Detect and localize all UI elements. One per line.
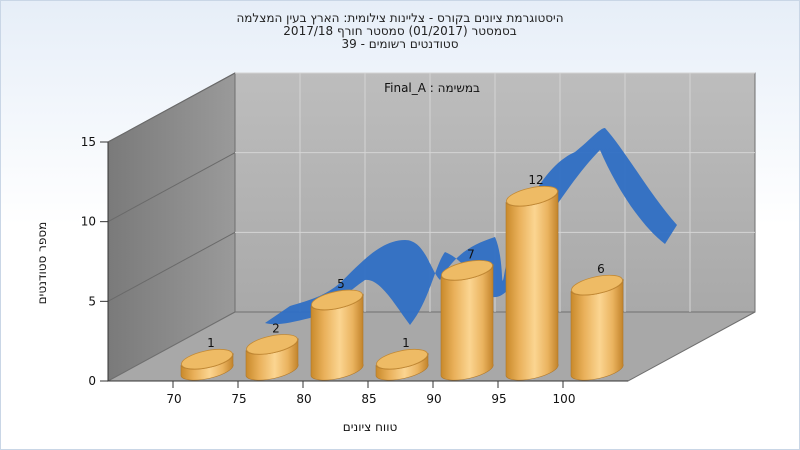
y-axis-label: מספר סטודנטים [35, 222, 49, 305]
bar-90 [440, 260, 494, 381]
bar-top [246, 334, 298, 355]
ribbon-series [265, 128, 677, 325]
x-tick-label: 95 [491, 392, 506, 406]
bar-top [181, 348, 233, 370]
bar-80 [310, 289, 364, 381]
title-line-1: היסטוגרמת ציונים בקורס - צליינות צילומית… [236, 11, 563, 25]
bar-85 [375, 348, 429, 381]
bar-value-label: 7 [467, 247, 475, 261]
y-axis-ticks: 0 5 10 15 [81, 135, 109, 388]
grid-line-side [107, 152, 236, 223]
x-tick-label: 80 [296, 392, 311, 406]
x-axis-ticks: 70 75 80 85 90 95 100 [108, 380, 628, 406]
bar-value-label: 12 [528, 173, 543, 187]
bar-value-label: 2 [272, 321, 280, 335]
bar-70 [180, 348, 234, 381]
y-tick-label: 10 [81, 215, 96, 229]
bar-75 [245, 334, 299, 381]
bar-top [506, 185, 558, 207]
inner-label: Final_A : במשימה [384, 81, 480, 95]
bar-value-label: 6 [597, 262, 605, 276]
y-tick-label: 15 [81, 135, 96, 149]
bar-top [376, 348, 428, 370]
ribbon-shape [265, 128, 677, 325]
bar-value-label: 1 [207, 336, 215, 350]
bar-top [311, 289, 363, 311]
y-tick-label: 5 [88, 294, 96, 308]
bar-value-label: 5 [337, 277, 345, 291]
chart-title: היסטוגרמת ציונים בקורס - צליינות צילומית… [236, 11, 563, 51]
bar-top [571, 274, 623, 296]
title-line-2: בסמסטר (01/2017) סמסטר חורף 2017/18 [283, 24, 516, 38]
bar-100 [570, 274, 624, 381]
x-tick-label: 90 [426, 392, 441, 406]
x-tick-label: 70 [166, 392, 181, 406]
x-tick-label: 75 [231, 392, 246, 406]
bar-top [441, 260, 493, 281]
bar-body [440, 264, 494, 381]
bar-95 [505, 185, 559, 381]
x-tick-label: 100 [553, 392, 576, 406]
y-tick-label: 0 [88, 374, 96, 388]
bars [180, 185, 624, 381]
x-axis-label: טווח ציונים [343, 420, 398, 434]
grid-line-side [107, 72, 236, 143]
title-line-3: סטודנטים רשומים - 39 [341, 37, 458, 51]
bar-value-label: 1 [402, 336, 410, 350]
grid-line-side [107, 231, 236, 302]
x-tick-label: 85 [361, 392, 376, 406]
bar-body [505, 190, 559, 381]
